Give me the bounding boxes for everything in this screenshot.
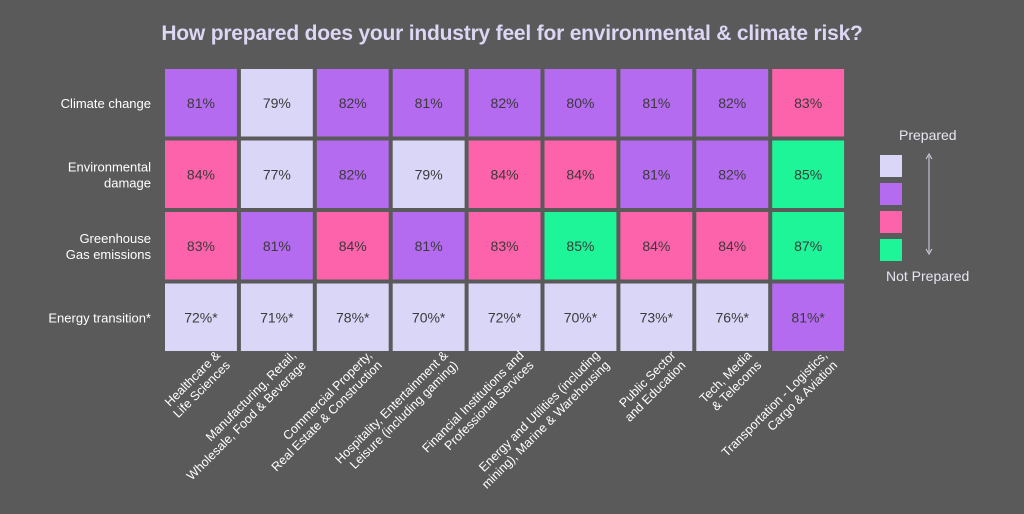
- heatmap-cell: [165, 69, 237, 137]
- heatmap-cell: [316, 212, 389, 280]
- cell-value: 83%: [491, 238, 519, 254]
- cell-value: 82%: [339, 95, 367, 111]
- cell-value: 84%: [339, 238, 367, 254]
- cell-value: 84%: [187, 166, 215, 182]
- legend-top-label: Prepared: [899, 127, 957, 143]
- cell-value: 84%: [566, 166, 594, 182]
- row-label: Greenhouse Gas emissions: [66, 231, 152, 262]
- legend-swatch: [880, 155, 902, 177]
- heatmap-cell: [392, 140, 465, 208]
- heatmap-cell: [772, 283, 845, 351]
- chart-title: How prepared does your industry feel for…: [161, 22, 863, 45]
- cell-value: 78%*: [336, 309, 370, 325]
- cell-value: 82%: [491, 95, 519, 111]
- cell-value: 84%: [642, 238, 670, 254]
- heatmap-cell: [696, 69, 769, 137]
- cell-value: 71%*: [260, 309, 294, 325]
- legend-swatch: [880, 239, 902, 261]
- legend-swatch: [880, 211, 902, 233]
- heatmap-cell: [696, 283, 769, 351]
- heatmap-cell: [772, 69, 845, 137]
- cell-value: 83%: [794, 95, 822, 111]
- row-label: Energy transition*: [48, 310, 151, 325]
- heatmap-cell: [240, 283, 313, 351]
- heatmap-cell: [468, 212, 541, 280]
- cell-value: 81%: [415, 238, 443, 254]
- cell-value: 79%: [415, 166, 443, 182]
- legend-arrow-down-icon: [925, 248, 933, 255]
- heatmap-cell: [696, 212, 769, 280]
- heatmap-cell: [468, 140, 541, 208]
- cell-value: 82%: [718, 95, 746, 111]
- cell-value: 85%: [794, 166, 822, 182]
- cell-value: 81%: [187, 95, 215, 111]
- column-label: Tech, Media& Telecoms: [697, 348, 764, 415]
- heatmap-cell: [392, 283, 465, 351]
- cell-value: 81%: [415, 95, 443, 111]
- heatmap-cell: [620, 69, 693, 137]
- cell-value: 81%: [642, 95, 670, 111]
- cell-value: 81%: [642, 166, 670, 182]
- cell-value: 79%: [263, 95, 291, 111]
- cell-value: 82%: [718, 166, 746, 182]
- cell-value: 87%: [794, 238, 822, 254]
- row-label: Environmental damage: [68, 159, 151, 190]
- heatmap-cell: [544, 69, 617, 137]
- row-label: Climate change: [61, 96, 151, 111]
- heatmap-cell: [620, 140, 693, 208]
- heatmap-cell: [165, 140, 237, 208]
- heatmap-cell: [696, 140, 769, 208]
- heatmap-cell: [240, 140, 313, 208]
- heatmap-cell: [240, 69, 313, 137]
- cell-value: 72%*: [184, 309, 218, 325]
- heatmap-cell: [165, 283, 237, 351]
- cell-value: 73%*: [640, 309, 674, 325]
- heatmap-cell: [468, 283, 541, 351]
- heatmap-cell: [772, 212, 845, 280]
- cell-value: 80%: [566, 95, 594, 111]
- cell-value: 70%*: [412, 309, 446, 325]
- column-label: Energy and Utilities (includingmining), …: [469, 348, 612, 491]
- legend-bottom-label: Not Prepared: [886, 268, 970, 284]
- heatmap-cell: [316, 69, 389, 137]
- cell-value: 83%: [187, 238, 215, 254]
- cell-value: 82%: [339, 166, 367, 182]
- cell-value: 72%*: [488, 309, 522, 325]
- cell-value: 84%: [491, 166, 519, 182]
- cell-value: 81%*: [791, 309, 825, 325]
- legend-swatch: [880, 183, 902, 205]
- cell-value: 84%: [718, 238, 746, 254]
- heatmap-cell: [392, 69, 465, 137]
- legend-arrow-up-icon: [925, 153, 933, 160]
- heatmap-cell: [544, 283, 617, 351]
- cell-value: 70%*: [564, 309, 598, 325]
- cell-value: 85%: [566, 238, 594, 254]
- cell-value: 81%: [263, 238, 291, 254]
- heatmap-cell: [392, 212, 465, 280]
- heatmap-cell: [468, 69, 541, 137]
- column-label: Healthcare &Life Sciences: [161, 348, 234, 421]
- heatmap-cell: [544, 140, 617, 208]
- heatmap-cell: [620, 212, 693, 280]
- heatmap-cell: [165, 212, 237, 280]
- heatmap-cell: [316, 283, 389, 351]
- heatmap-cell: [544, 212, 617, 280]
- heatmap-cell: [316, 140, 389, 208]
- heatmap-cell: [620, 283, 693, 351]
- heatmap-cell: [772, 140, 845, 208]
- cell-value: 77%: [263, 166, 291, 182]
- column-label: Public Sectorand Education: [612, 348, 688, 424]
- cell-value: 76%*: [716, 309, 750, 325]
- heatmap-cell: [240, 212, 313, 280]
